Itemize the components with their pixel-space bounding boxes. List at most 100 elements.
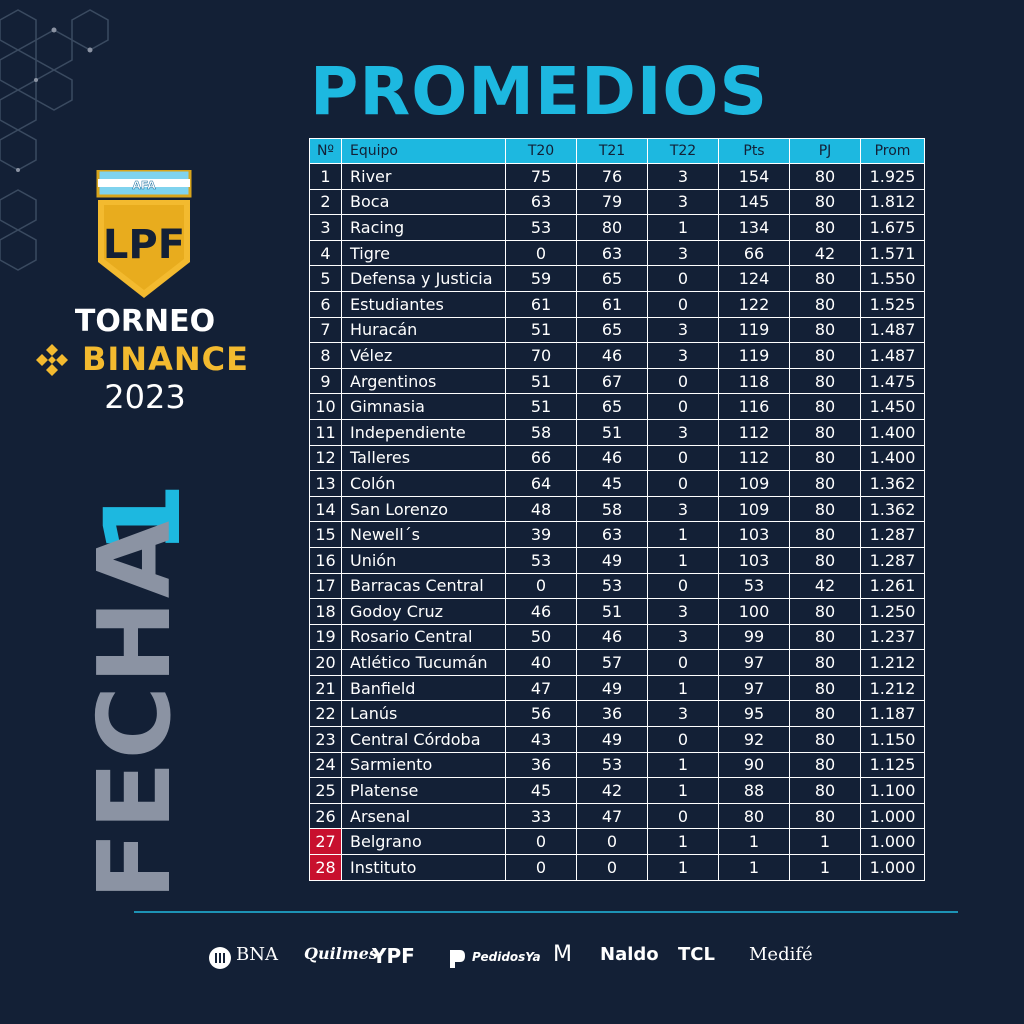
row-t22: 0 — [647, 470, 719, 497]
row-average: 1.000 — [860, 802, 925, 830]
row-played: 80 — [789, 163, 861, 190]
row-average: 1.250 — [860, 598, 925, 625]
row-t20: 75 — [505, 163, 577, 190]
row-points: 95 — [718, 700, 790, 728]
row-t20: 58 — [505, 418, 577, 446]
row-average: 1.150 — [860, 726, 925, 753]
row-t20: 56 — [505, 700, 577, 728]
sponsor-pedidosya: PedidosYa — [472, 950, 541, 964]
row-t21: 49 — [576, 546, 648, 574]
row-team: Independiente — [341, 418, 506, 446]
row-points: 154 — [718, 163, 790, 190]
table-row: 3 Racing 53 80 1 134 80 1.675 — [309, 214, 925, 241]
row-position: 5 — [309, 265, 342, 292]
row-played: 80 — [789, 726, 861, 753]
row-t22: 1 — [647, 828, 719, 856]
row-average: 1.487 — [860, 316, 925, 344]
row-points: 122 — [718, 290, 790, 318]
table-row: 16 Unión 53 49 1 103 80 1.287 — [309, 546, 925, 574]
table-row: 9 Argentinos 51 67 0 118 80 1.475 — [309, 367, 925, 395]
row-played: 80 — [789, 623, 861, 651]
row-played: 80 — [789, 802, 861, 830]
row-points: 103 — [718, 521, 790, 548]
table-header-row: Nº Equipo T20 T21 T22 Pts PJ Prom — [309, 138, 925, 164]
row-points: 100 — [718, 598, 790, 625]
row-points: 119 — [718, 316, 790, 344]
row-t20: 0 — [505, 854, 577, 881]
row-t20: 51 — [505, 316, 577, 344]
row-t21: 80 — [576, 214, 648, 241]
row-position: 25 — [309, 777, 342, 804]
row-position: 11 — [309, 418, 342, 446]
row-average: 1.000 — [860, 854, 925, 881]
row-points: 53 — [718, 572, 790, 600]
row-points: 97 — [718, 674, 790, 702]
row-points: 90 — [718, 751, 790, 779]
row-played: 80 — [789, 495, 861, 523]
row-average: 1.000 — [860, 828, 925, 856]
column-header-t22: T22 — [647, 138, 719, 164]
row-t22: 0 — [647, 572, 719, 600]
sponsor-ypf: YPF — [372, 944, 415, 968]
row-played: 80 — [789, 265, 861, 292]
row-t20: 66 — [505, 444, 577, 472]
table-row: 14 San Lorenzo 48 58 3 109 80 1.362 — [309, 495, 925, 523]
row-t21: 76 — [576, 163, 648, 190]
row-average: 1.675 — [860, 214, 925, 241]
table-row: 18 Godoy Cruz 46 51 3 100 80 1.250 — [309, 598, 925, 625]
row-played: 80 — [789, 649, 861, 676]
row-played: 80 — [789, 598, 861, 625]
row-team: Racing — [341, 214, 506, 241]
row-t20: 59 — [505, 265, 577, 292]
row-team: Tigre — [341, 239, 506, 267]
sponsor-quilmes: Quilmes — [304, 944, 378, 963]
row-points: 109 — [718, 495, 790, 523]
row-played: 80 — [789, 777, 861, 804]
row-played: 80 — [789, 316, 861, 344]
row-t21: 79 — [576, 188, 648, 216]
row-position: 27 — [309, 828, 342, 856]
row-team: Talleres — [341, 444, 506, 472]
row-average: 1.187 — [860, 700, 925, 728]
row-team: Vélez — [341, 342, 506, 369]
row-t20: 40 — [505, 649, 577, 676]
row-t22: 3 — [647, 316, 719, 344]
row-average: 1.287 — [860, 521, 925, 548]
hexagon-pattern-decoration — [0, 9, 109, 271]
row-t22: 0 — [647, 393, 719, 420]
row-t21: 49 — [576, 674, 648, 702]
row-team: Arsenal — [341, 802, 506, 830]
row-t22: 0 — [647, 367, 719, 395]
row-t22: 1 — [647, 777, 719, 804]
table-row: 17 Barracas Central 0 53 0 53 42 1.261 — [309, 572, 925, 600]
row-team: Central Córdoba — [341, 726, 506, 753]
row-t21: 53 — [576, 751, 648, 779]
row-t20: 50 — [505, 623, 577, 651]
row-position: 1 — [309, 163, 342, 190]
row-points: 145 — [718, 188, 790, 216]
row-played: 1 — [789, 854, 861, 881]
row-t22: 3 — [647, 188, 719, 216]
year-label: 2023 — [104, 378, 186, 416]
row-points: 124 — [718, 265, 790, 292]
sponsor-mcdonalds: M — [553, 942, 572, 967]
table-row: 7 Huracán 51 65 3 119 80 1.487 — [309, 316, 925, 344]
row-points: 92 — [718, 726, 790, 753]
row-t21: 47 — [576, 802, 648, 830]
row-t20: 53 — [505, 214, 577, 241]
row-t22: 0 — [647, 444, 719, 472]
row-points: 109 — [718, 470, 790, 497]
row-t22: 0 — [647, 802, 719, 830]
column-header-team: Equipo — [341, 138, 506, 164]
row-t22: 0 — [647, 726, 719, 753]
row-position: 22 — [309, 700, 342, 728]
row-played: 80 — [789, 521, 861, 548]
row-t21: 61 — [576, 290, 648, 318]
row-team: Instituto — [341, 854, 506, 881]
row-t21: 45 — [576, 470, 648, 497]
row-points: 103 — [718, 546, 790, 574]
row-average: 1.475 — [860, 367, 925, 395]
row-team: Atlético Tucumán — [341, 649, 506, 676]
row-position: 15 — [309, 521, 342, 548]
row-t21: 65 — [576, 393, 648, 420]
